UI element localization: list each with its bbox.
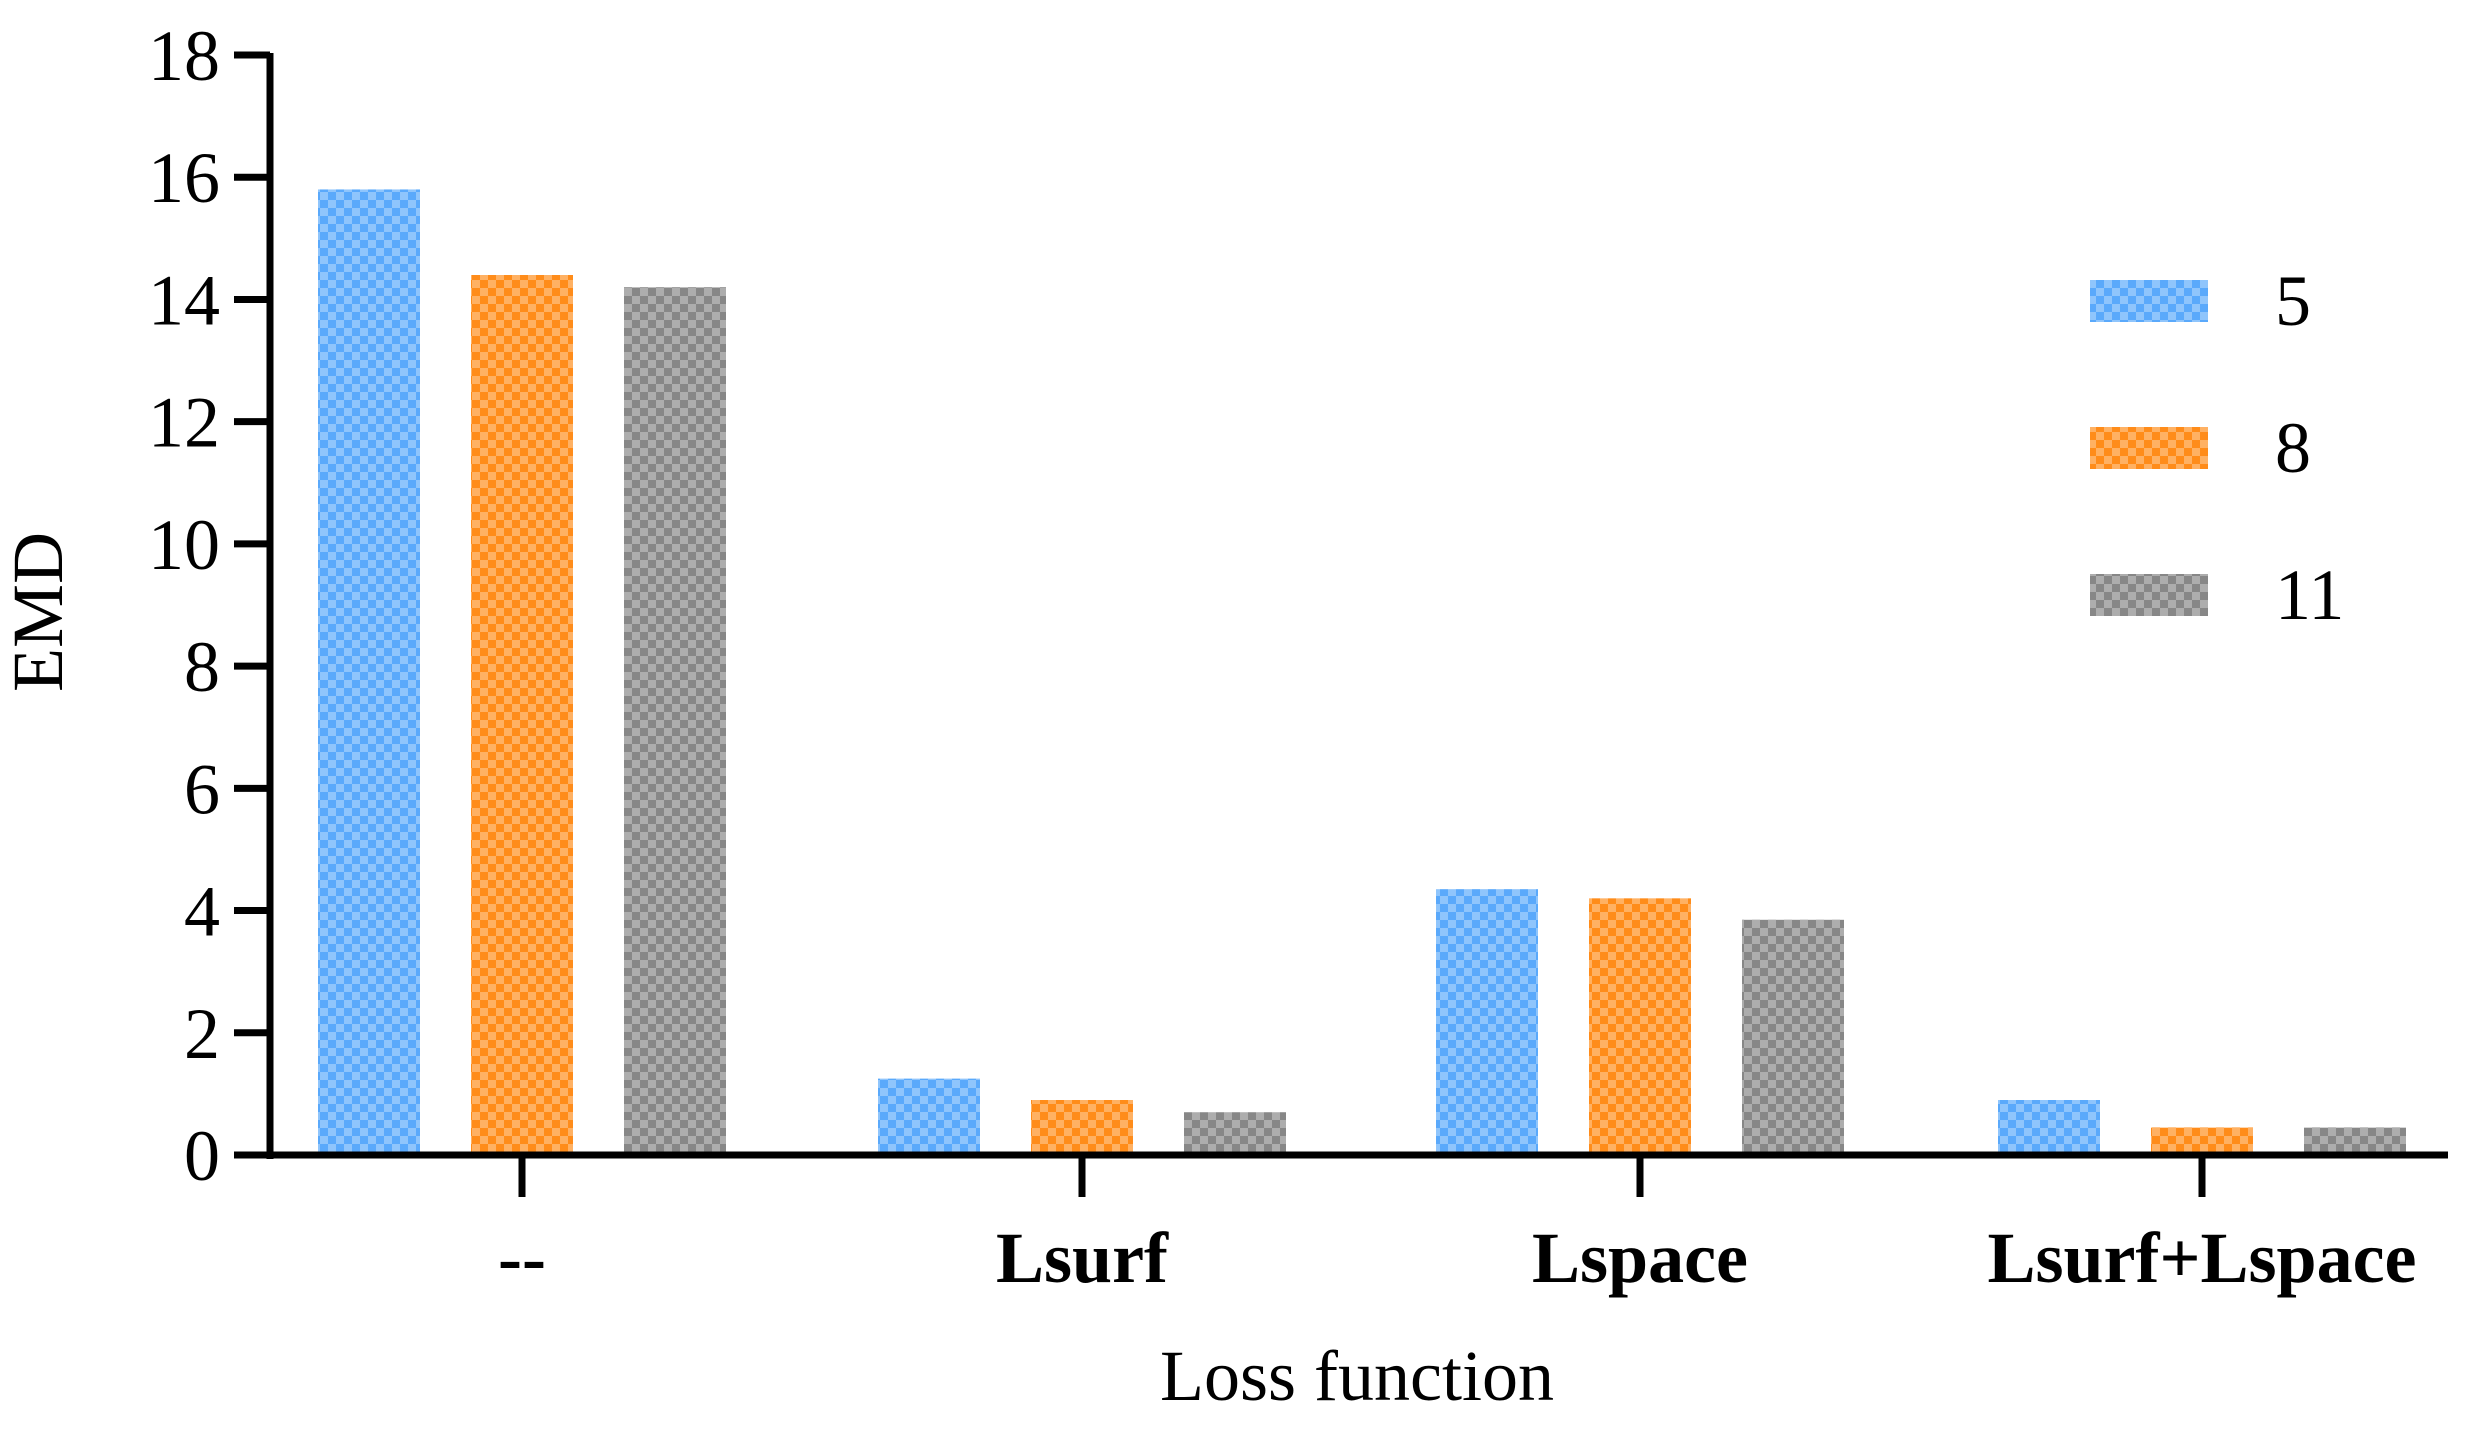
legend-swatch-5 [2090,280,2208,322]
bars-layer [318,189,2406,1155]
bar-lsurf-series-5 [878,1078,980,1155]
bar-lsurf-series-8 [1031,1100,1133,1155]
x-category-label-3: Lsurf+Lspace [1987,1218,2416,1298]
bar-lspace-series-5 [1436,889,1538,1155]
bar-lsurf-lspace-series-5 [1998,1100,2100,1155]
x-category-label-1: Lsurf [996,1218,1169,1298]
y-axis-title: EMD [0,532,78,692]
y-tick-label-10: 10 [148,505,220,585]
y-tick-label-18: 18 [148,16,220,96]
bar-none-series-5 [318,189,420,1155]
legend-swatch-8 [2090,427,2208,469]
legend-swatch-11 [2090,574,2208,616]
y-tick-label-12: 12 [148,383,220,463]
legend-label-8: 8 [2275,408,2311,488]
bar-lsurf-lspace-series-11 [2304,1127,2406,1155]
bar-lsurf-lspace-series-8 [2151,1127,2253,1155]
legend: 5 8 11 [2090,261,2344,635]
x-category-label-2: Lspace [1532,1218,1748,1298]
x-ticks: -- Lsurf Lspace Lsurf+Lspace [498,1155,2417,1298]
legend-label-11: 11 [2275,555,2344,635]
x-axis-title: Loss function [1160,1336,1554,1416]
bar-lspace-series-8 [1589,898,1691,1155]
y-ticks: 0 2 4 6 8 10 12 14 16 18 [148,16,270,1196]
y-tick-label-16: 16 [148,138,220,218]
y-tick-label-6: 6 [184,749,220,829]
bar-none-series-8 [471,275,573,1155]
bar-lspace-series-11 [1742,919,1844,1155]
y-tick-label-4: 4 [184,872,220,952]
y-tick-label-2: 2 [184,994,220,1074]
y-tick-label-0: 0 [184,1116,220,1196]
axes-layer [266,53,2448,1159]
bar-none-series-11 [624,287,726,1155]
legend-label-5: 5 [2275,261,2311,341]
x-category-label-0: -- [498,1218,546,1298]
y-tick-label-8: 8 [184,627,220,707]
y-tick-label-14: 14 [148,260,220,340]
bar-lsurf-series-11 [1184,1112,1286,1155]
